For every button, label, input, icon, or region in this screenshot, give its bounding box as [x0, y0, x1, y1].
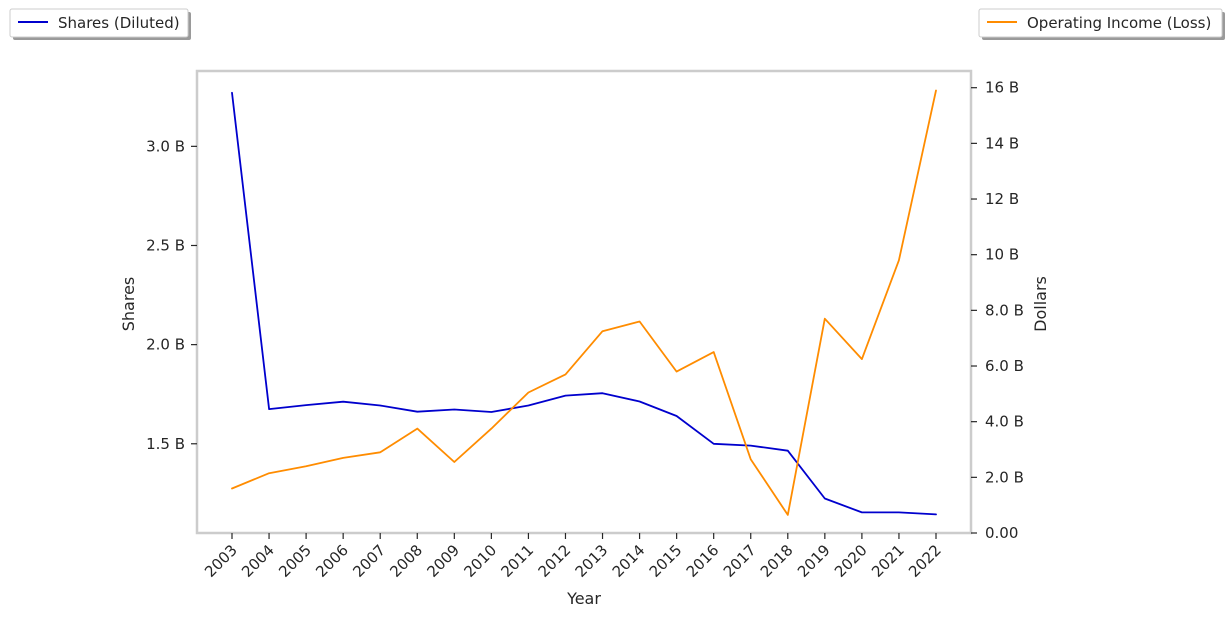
legend-left: Shares (Diluted)	[9, 8, 191, 40]
x-tick-label: 2006	[312, 541, 352, 581]
x-axis-label: Year	[566, 589, 601, 608]
y-right-tick-label: 4.0 B	[985, 413, 1024, 431]
x-tick-label: 2012	[535, 541, 575, 581]
y-left-tick-label: 3.0 B	[146, 137, 185, 155]
y-right-tick-label: 14 B	[985, 134, 1019, 152]
legend-right: Operating Income (Loss)	[978, 8, 1225, 40]
y-left-ticks: 1.5 B 2.0 B 2.5 B 3.0 B	[146, 137, 197, 453]
y-right-tick-label: 0.00	[985, 524, 1018, 542]
y-right-tick-label: 2.0 B	[985, 468, 1024, 486]
x-ticks: 2003200420052006200720082009201020112012…	[201, 533, 945, 581]
y-left-axis-label: Shares	[119, 277, 138, 332]
x-tick-label: 2015	[646, 541, 686, 581]
x-tick-label: 2020	[831, 541, 871, 581]
y-right-tick-label: 6.0 B	[985, 357, 1024, 375]
x-tick-label: 2013	[572, 541, 612, 581]
y-right-tick-label: 16 B	[985, 79, 1019, 97]
plot-frame	[195, 69, 973, 535]
x-tick-label: 2021	[868, 541, 908, 581]
y-right-ticks: 0.00 2.0 B 4.0 B 6.0 B 8.0 B 10 B 12 B 14 B 16 B	[971, 79, 1024, 542]
series-line-operating-income	[231, 89, 937, 516]
y-right-tick-label: 10 B	[985, 246, 1019, 264]
x-tick-label: 2005	[275, 541, 315, 581]
x-tick-label: 2022	[905, 541, 945, 581]
x-tick-label: 2004	[238, 541, 278, 581]
y-right-tick-label: 8.0 B	[985, 301, 1024, 319]
x-tick-label: 2019	[794, 541, 834, 581]
y-left-tick-label: 2.5 B	[146, 236, 185, 254]
x-tick-label: 2010	[460, 541, 500, 581]
x-tick-label: 2003	[201, 541, 241, 581]
x-tick-label: 2018	[757, 541, 797, 581]
x-tick-label: 2014	[609, 541, 649, 581]
series-line-shares-diluted	[231, 91, 937, 516]
y-left-tick-label: 2.0 B	[146, 336, 185, 354]
y-left-tick-label: 1.5 B	[146, 435, 185, 453]
x-tick-label: 2007	[349, 541, 389, 581]
series-layer	[231, 89, 937, 516]
x-tick-label: 2016	[683, 541, 723, 581]
y-right-axis-label: Dollars	[1031, 276, 1050, 332]
x-tick-label: 2009	[423, 541, 463, 581]
legend-left-label: Shares (Diluted)	[58, 14, 180, 32]
legend-right-label: Operating Income (Loss)	[1027, 14, 1211, 32]
y-right-tick-label: 12 B	[985, 190, 1019, 208]
x-tick-label: 2011	[498, 541, 538, 581]
x-tick-label: 2008	[386, 541, 426, 581]
x-tick-label: 2017	[720, 541, 760, 581]
